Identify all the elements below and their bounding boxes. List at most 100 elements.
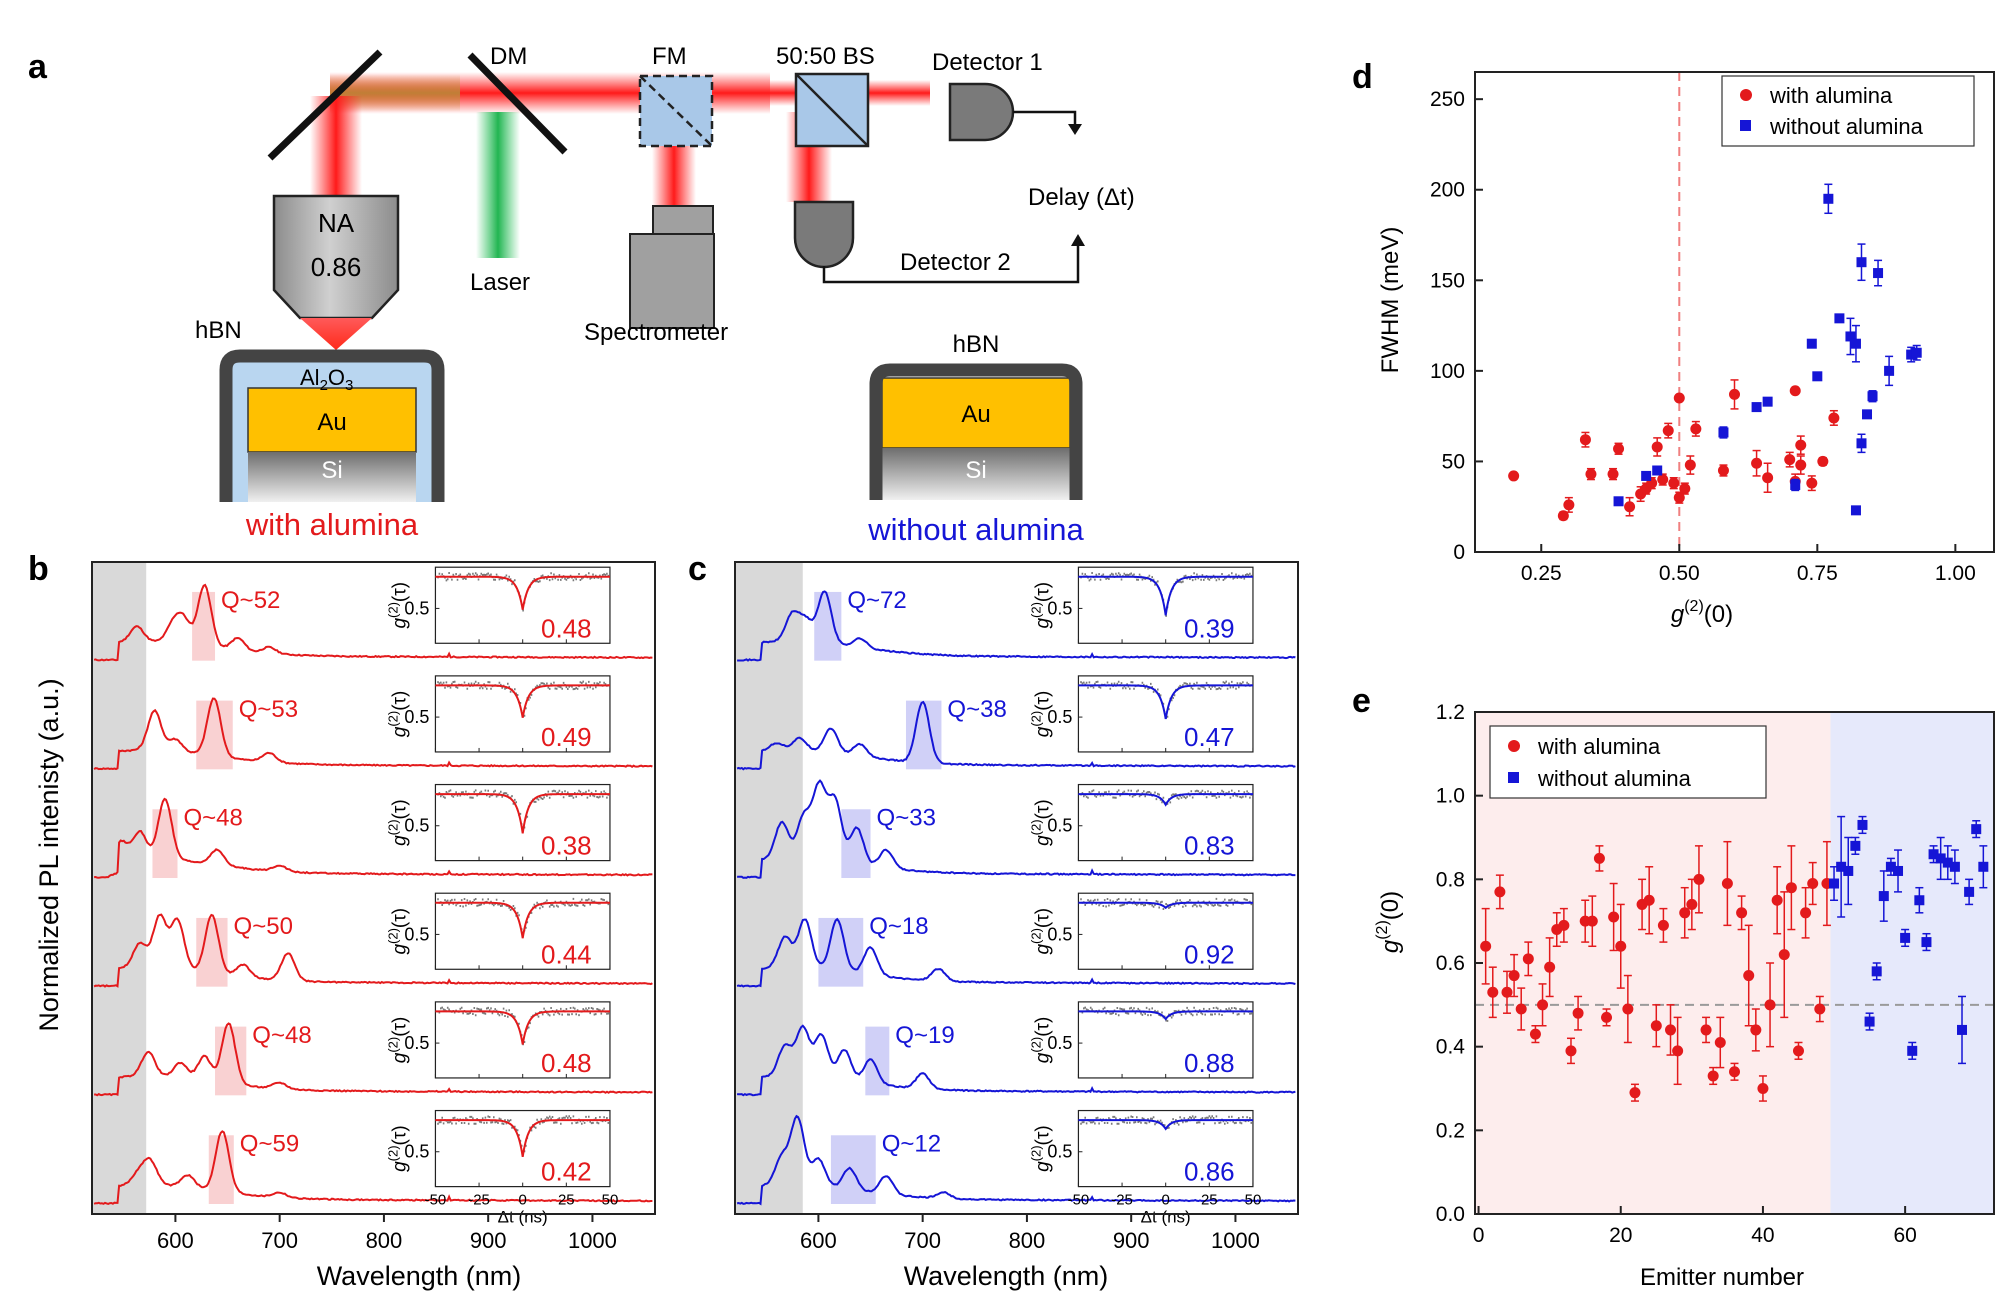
g2-zero-value: 0.48 bbox=[541, 613, 592, 643]
inset-x-axis-label: Δt (ns) bbox=[1141, 1208, 1191, 1227]
y-axis-label-b: Normalized PL intenisty (a.u.) bbox=[34, 678, 64, 1031]
data-point bbox=[1871, 966, 1882, 977]
spectrum-line bbox=[736, 700, 1296, 771]
data-point bbox=[1817, 455, 1829, 467]
si-layer-left bbox=[248, 452, 416, 502]
excitation-band bbox=[735, 562, 803, 1214]
g2-zero-value: 0.44 bbox=[541, 939, 592, 969]
data-point bbox=[1601, 1011, 1613, 1023]
caption-without-alumina: without alumina bbox=[867, 512, 1084, 547]
spectrometer-icon bbox=[629, 233, 715, 329]
panel-label-c: c bbox=[688, 550, 707, 588]
data-point bbox=[1662, 425, 1674, 437]
g2-fit-line bbox=[435, 793, 610, 834]
data-point bbox=[1515, 1003, 1527, 1015]
data-point bbox=[1707, 1070, 1719, 1082]
g2-fit-line bbox=[435, 684, 610, 718]
x-tick-label: 700 bbox=[904, 1228, 941, 1253]
resonance-highlight bbox=[865, 1026, 890, 1096]
data-point bbox=[1873, 268, 1884, 279]
resonance-highlight bbox=[196, 917, 228, 987]
data-point bbox=[1673, 492, 1685, 504]
data-point bbox=[1717, 464, 1729, 476]
laser-label: Laser bbox=[470, 269, 530, 296]
inset-y-tick-label: 0.5 bbox=[404, 707, 429, 727]
au-label-right: Au bbox=[961, 401, 990, 428]
spectrum-line bbox=[736, 1114, 1296, 1206]
inset-x-tick-label: 25 bbox=[558, 1192, 575, 1209]
g2-fit-line bbox=[435, 575, 610, 610]
y-tick-label: 0.6 bbox=[1436, 952, 1465, 975]
data-point bbox=[1857, 819, 1868, 830]
legend-label: with alumina bbox=[1769, 83, 1893, 108]
legend-marker-blue bbox=[1508, 772, 1519, 783]
hbn-cover-right bbox=[869, 363, 1083, 500]
inset-y-axis-label: g(2)(τ) bbox=[385, 1017, 410, 1064]
bs-label: 50:50 BS bbox=[776, 43, 875, 70]
gold-layer-left bbox=[247, 387, 417, 453]
data-point bbox=[1651, 441, 1663, 453]
data-point bbox=[1721, 878, 1733, 890]
g2-fit-line bbox=[1078, 1010, 1253, 1021]
q-factor-label: Q~48 bbox=[252, 1022, 311, 1049]
q-factor-label: Q~18 bbox=[869, 913, 928, 940]
hbn-label-left: hBN bbox=[195, 317, 242, 344]
resonance-highlight bbox=[196, 700, 233, 770]
x-tick-label: 1.00 bbox=[1935, 562, 1976, 585]
data-point bbox=[1494, 886, 1506, 898]
data-point bbox=[1622, 1003, 1634, 1015]
data-point bbox=[1856, 257, 1867, 268]
data-point bbox=[1785, 882, 1797, 894]
y-tick-label: 1.2 bbox=[1436, 701, 1465, 724]
inset-y-axis-label: g(2)(τ) bbox=[385, 799, 410, 846]
inset-y-tick-label: 0.5 bbox=[404, 924, 429, 944]
inset-y-axis-label: g(2)(τ) bbox=[385, 1125, 410, 1172]
panel-d-fwhm-scatter: d FWHM (meV) g(2)(0) bbox=[1352, 58, 1733, 628]
inset-x-tick-label: 0 bbox=[519, 1192, 527, 1209]
spectrum-line bbox=[93, 583, 653, 662]
data-point bbox=[1978, 861, 1989, 872]
data-point bbox=[1867, 391, 1878, 402]
chart-marks: Q~52 0.5 0.48 g(2)(τ) Q~53 0.5 0.49 g(2)(τ) Q~48… bbox=[91, 71, 1995, 1253]
resonance-highlight bbox=[215, 1026, 247, 1096]
spectrum-line bbox=[736, 1024, 1296, 1097]
data-point bbox=[1508, 970, 1520, 982]
x-tick-label: 0 bbox=[1473, 1224, 1485, 1247]
data-point bbox=[1565, 1045, 1577, 1057]
data-point bbox=[1850, 338, 1861, 349]
y-tick-label: 0.4 bbox=[1436, 1036, 1466, 1059]
data-point bbox=[1750, 1024, 1762, 1036]
data-point bbox=[1907, 1045, 1918, 1056]
si-label-left: Si bbox=[321, 457, 342, 484]
data-point bbox=[1949, 861, 1960, 872]
data-point bbox=[1921, 937, 1932, 948]
inset-x-axis-label: Δt (ns) bbox=[498, 1208, 548, 1227]
data-point bbox=[1613, 443, 1625, 455]
legend-marker-red bbox=[1740, 89, 1752, 101]
q-factor-label: Q~48 bbox=[183, 804, 242, 831]
g2-zero-value: 0.38 bbox=[541, 831, 592, 861]
x-tick-label: 60 bbox=[1893, 1224, 1916, 1247]
spectrometer-label: Spectrometer bbox=[584, 319, 728, 346]
data-point bbox=[1501, 986, 1513, 998]
data-point bbox=[1529, 1028, 1541, 1040]
x-tick-label: 40 bbox=[1751, 1224, 1774, 1247]
region-without-alumina bbox=[1830, 712, 1994, 1214]
spectrum-line bbox=[93, 913, 653, 988]
data-point bbox=[1700, 1024, 1712, 1036]
inset-y-tick-label: 0.5 bbox=[1047, 1033, 1072, 1053]
g2-zero-value: 0.48 bbox=[541, 1048, 592, 1078]
g2-inset-frame bbox=[1077, 892, 1254, 970]
spectrum-line bbox=[736, 917, 1296, 988]
y-tick-label: 150 bbox=[1430, 269, 1465, 292]
q-factor-label: Q~19 bbox=[895, 1022, 954, 1049]
resonance-highlight bbox=[830, 1135, 876, 1204]
data-point bbox=[1643, 894, 1655, 906]
data-point bbox=[1624, 501, 1636, 513]
y-tick-label: 0.2 bbox=[1436, 1119, 1465, 1142]
data-point bbox=[1971, 824, 1982, 835]
resonance-highlight bbox=[905, 700, 942, 770]
dm-label: DM bbox=[490, 43, 527, 70]
g2-zero-value: 0.47 bbox=[1184, 722, 1235, 752]
data-point bbox=[1856, 438, 1867, 449]
